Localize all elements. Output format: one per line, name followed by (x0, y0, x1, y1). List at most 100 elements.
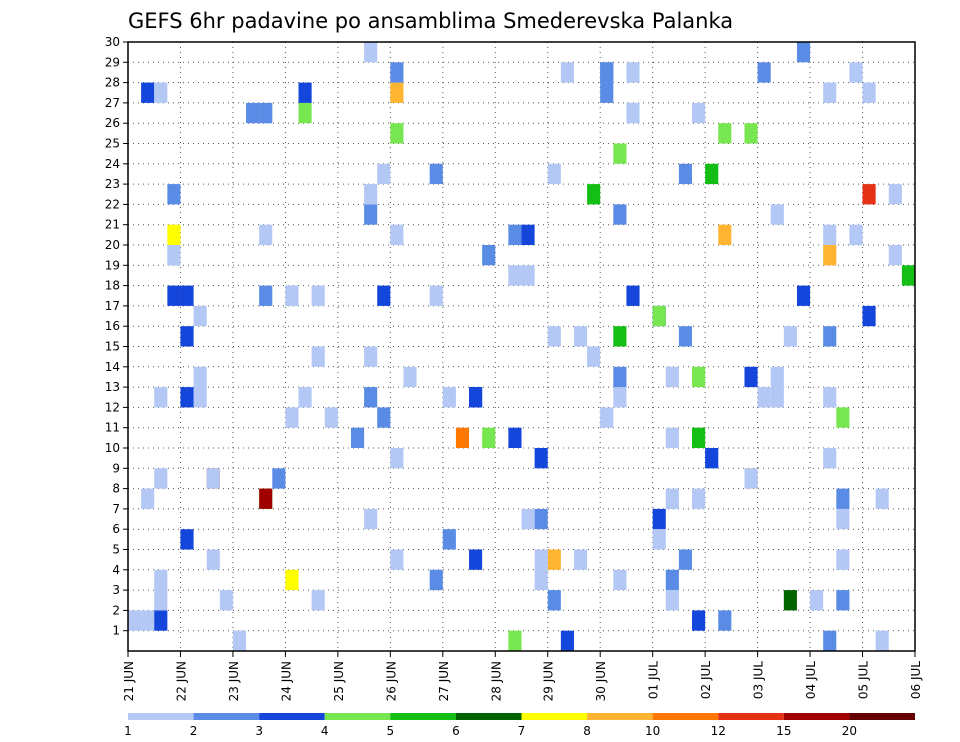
heatmap-cell (692, 366, 706, 388)
legend-swatch (849, 713, 915, 720)
heatmap-cell (770, 366, 784, 388)
x-tick-label: 21 JUN (122, 661, 136, 701)
x-tick-label: 28 JUN (489, 661, 503, 701)
heatmap-cell (836, 508, 850, 530)
heatmap-cell (521, 265, 535, 286)
heatmap-cell (836, 488, 850, 509)
x-tick-label: 04 JUL (804, 661, 818, 699)
heatmap-cell (455, 427, 470, 448)
heatmap-cell (180, 285, 194, 306)
y-tick-label: 5 (112, 543, 120, 557)
heatmap-cell (364, 508, 378, 530)
heatmap-cell (613, 326, 627, 347)
y-tick-label: 25 (105, 137, 120, 151)
heatmap-cell (692, 102, 706, 124)
x-tick-label: 02 JUL (699, 661, 713, 699)
heatmap-cell (508, 427, 522, 448)
heatmap-cell (167, 285, 181, 306)
legend-label: 8 (583, 724, 591, 738)
heatmap-cell (167, 224, 181, 245)
x-tick-label: 27 JUN (437, 661, 451, 701)
heatmap-cell (390, 448, 404, 469)
heatmap-cell (193, 366, 207, 388)
legend-label: 5 (387, 724, 395, 738)
heatmap-cell (796, 42, 811, 63)
y-tick-label: 7 (112, 502, 120, 516)
legend-swatch (587, 713, 653, 720)
heatmap-cell (246, 102, 260, 124)
x-tick-label: 05 JUL (857, 661, 871, 699)
heatmap-cell (613, 569, 627, 591)
heatmap-cell (298, 387, 312, 408)
heatmap-cell (377, 407, 391, 428)
legend-swatch (783, 713, 850, 720)
heatmap-cell (259, 224, 273, 245)
heatmap-cell (901, 265, 915, 286)
x-tick-label: 03 JUL (752, 661, 766, 699)
heatmap-cell (836, 549, 850, 570)
heatmap-cell (823, 82, 837, 103)
heatmap-cell (744, 468, 758, 489)
heatmap-cell (521, 224, 535, 245)
heatmap-cell (600, 407, 614, 428)
legend-label: 7 (518, 724, 526, 738)
heatmap-cell (350, 427, 365, 448)
legend-swatch (455, 713, 522, 720)
heatmap-cell (364, 42, 378, 63)
heatmap-cell (587, 184, 601, 205)
heatmap-cell (390, 224, 404, 245)
legend-label: 2 (190, 724, 198, 738)
heatmap-cell (547, 163, 561, 185)
y-tick-label: 17 (105, 299, 120, 313)
heatmap-cell (180, 529, 194, 550)
heatmap-cell (823, 630, 837, 651)
legend-swatch (521, 713, 588, 720)
heatmap-cell (678, 549, 693, 570)
heatmap-cell (862, 82, 876, 103)
heatmap-cell (547, 326, 561, 347)
y-tick-label: 15 (105, 340, 120, 354)
y-tick-label: 4 (112, 563, 120, 577)
y-tick-label: 2 (112, 603, 120, 617)
y-tick-label: 18 (105, 279, 120, 293)
heatmap-cell (665, 427, 679, 448)
y-tick-label: 8 (112, 482, 120, 496)
y-tick-label: 19 (105, 258, 120, 272)
heatmap-cells (128, 42, 915, 651)
heatmap-cell (718, 224, 732, 245)
heatmap-cell (154, 468, 168, 489)
heatmap-cell (180, 326, 194, 347)
heatmap-cell (783, 326, 797, 347)
heatmap-cell (259, 102, 273, 124)
y-tick-label: 10 (105, 441, 120, 455)
legend-label: 4 (321, 724, 329, 738)
heatmap-cell (311, 346, 325, 367)
heatmap-cell (823, 448, 837, 469)
legend-label: 12 (711, 724, 726, 738)
heatmap-cell (364, 204, 378, 225)
heatmap-cell (429, 569, 443, 591)
heatmap-cell (377, 163, 391, 185)
heatmap-cell (875, 630, 889, 651)
x-tick-label: 01 JUL (647, 661, 661, 699)
gridlines (128, 41, 915, 651)
legend-label: 20 (842, 724, 857, 738)
heatmap-cell (783, 590, 797, 611)
y-tick-label: 20 (105, 238, 120, 252)
heatmap-cell (469, 387, 483, 408)
heatmap-cell (508, 265, 522, 286)
heatmap-cell (259, 488, 273, 509)
heatmap-cell (888, 184, 902, 205)
x-tick-label: 30 JUN (594, 661, 608, 701)
heatmap-cell (744, 366, 758, 388)
heatmap-cell (626, 102, 640, 124)
y-tick-label: 23 (105, 177, 120, 191)
heatmap-cell (534, 549, 548, 570)
legend-swatch (652, 713, 719, 720)
y-tick-label: 28 (105, 76, 120, 90)
heatmap-cell (665, 366, 679, 388)
y-tick-label: 30 (105, 35, 120, 49)
heatmap-cell (508, 630, 522, 651)
heatmap-cell (692, 427, 706, 448)
